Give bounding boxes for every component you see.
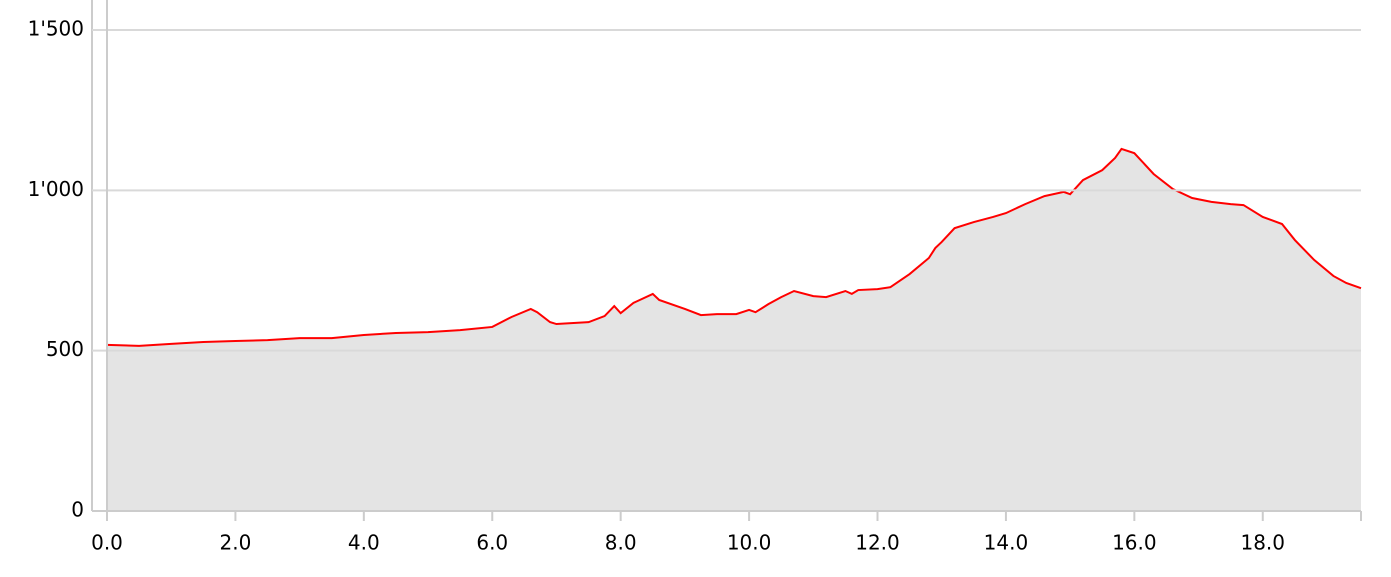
x-tick-label: 12.0 xyxy=(855,531,900,555)
area-fill xyxy=(107,148,1361,511)
y-tick-label: 0 xyxy=(71,498,84,522)
y-tick-label: 1'000 xyxy=(28,177,84,201)
x-tick-label: 6.0 xyxy=(476,531,508,555)
x-tick-label: 18.0 xyxy=(1240,531,1285,555)
x-tick-label: 8.0 xyxy=(605,531,637,555)
elevation-line xyxy=(106,147,1362,347)
y-tick-label: 500 xyxy=(46,337,84,361)
x-tick-label: 10.0 xyxy=(727,531,772,555)
x-tick-label: 14.0 xyxy=(984,531,1029,555)
x-tick-label: 0.0 xyxy=(91,531,123,555)
x-tick-label: 2.0 xyxy=(220,531,252,555)
x-tick-label: 16.0 xyxy=(1112,531,1157,555)
x-tick-label: 4.0 xyxy=(348,531,380,555)
y-tick-label: 1'500 xyxy=(28,17,84,41)
